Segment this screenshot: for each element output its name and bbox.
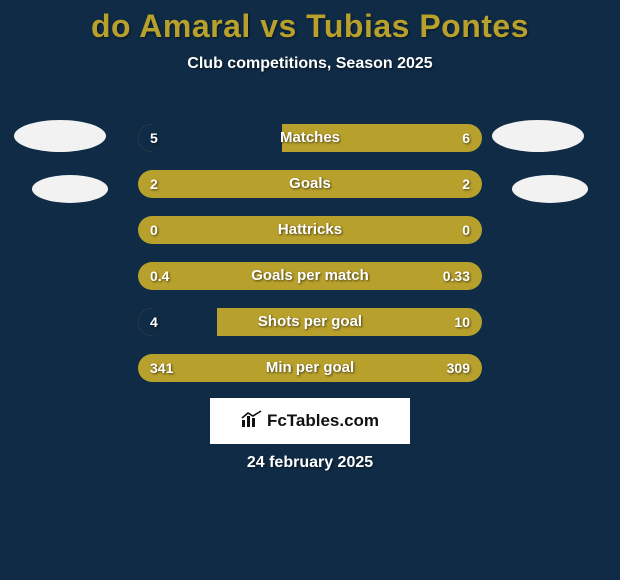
stat-left-value: 0 <box>150 216 158 244</box>
fctables-logo: FcTables.com <box>210 398 410 444</box>
stat-row: 2 2Goals <box>138 170 482 198</box>
avatar-right-1 <box>492 120 584 152</box>
stat-row: 410Shots per goal <box>138 308 482 336</box>
stat-left-value: 0.4 <box>150 262 169 290</box>
stats-bars: 56Matches 2 2Goals 0 0Hattricks 0.4 0.33Goals … <box>138 124 482 400</box>
stat-right-value: 6 <box>462 124 470 152</box>
stat-row: 341 309Min per goal <box>138 354 482 382</box>
chart-icon <box>241 410 263 433</box>
stat-row: 56Matches <box>138 124 482 152</box>
stat-right-value: 0 <box>462 216 470 244</box>
date-label: 24 february 2025 <box>0 454 620 472</box>
bar-left-fill <box>138 124 282 152</box>
stat-left-value: 2 <box>150 170 158 198</box>
avatar-left-1 <box>14 120 106 152</box>
stat-label: Hattricks <box>138 216 482 244</box>
avatar-right-2 <box>512 175 588 203</box>
page-subtitle: Club competitions, Season 2025 <box>0 55 620 73</box>
stat-row: 0.4 0.33Goals per match <box>138 262 482 290</box>
stat-label: Min per goal <box>138 354 482 382</box>
logo-text: FcTables.com <box>267 411 379 431</box>
bar-left-fill <box>138 308 217 336</box>
avatar-left-2 <box>32 175 108 203</box>
stat-right-value: 2 <box>462 170 470 198</box>
stat-row: 0 0Hattricks <box>138 216 482 244</box>
stat-right-value: 0.33 <box>443 262 470 290</box>
comparison-infographic: do Amaral vs Tubias Pontes Club competit… <box>0 0 620 580</box>
stat-left-value: 341 <box>150 354 173 382</box>
page-title: do Amaral vs Tubias Pontes <box>0 0 620 45</box>
stat-label: Goals <box>138 170 482 198</box>
stat-label: Goals per match <box>138 262 482 290</box>
stat-right-value: 10 <box>454 308 470 336</box>
stat-right-value: 309 <box>447 354 470 382</box>
